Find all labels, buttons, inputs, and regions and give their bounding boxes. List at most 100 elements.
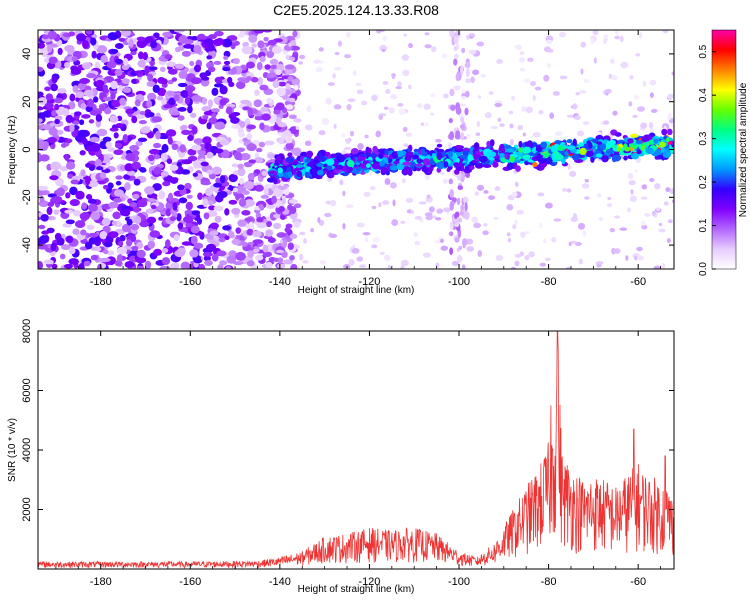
noise-blob bbox=[64, 209, 74, 214]
faint-blob bbox=[414, 240, 421, 246]
faint-blob bbox=[397, 103, 404, 107]
noise-blob bbox=[190, 77, 202, 85]
faint-blob bbox=[348, 258, 355, 266]
faint-blob bbox=[347, 98, 356, 103]
faint-blob bbox=[614, 215, 621, 219]
noise-blob bbox=[153, 248, 163, 256]
spectrogram-ylabel: Frequency (Hz) bbox=[7, 116, 18, 185]
noise-blob bbox=[114, 142, 123, 149]
noise-blob bbox=[90, 37, 97, 46]
faint-blob bbox=[661, 263, 666, 269]
echo-blob bbox=[522, 146, 531, 154]
x-tick-label: -140 bbox=[269, 576, 291, 588]
noise-blob bbox=[191, 144, 202, 151]
noise-blob bbox=[181, 129, 191, 136]
noise-blob bbox=[171, 77, 178, 82]
x-tick-label: -120 bbox=[358, 576, 380, 588]
faint-blob bbox=[510, 266, 516, 269]
faint-blob bbox=[465, 78, 472, 84]
noise-blob bbox=[177, 107, 187, 112]
noise-blob bbox=[234, 151, 243, 161]
faint-blob bbox=[653, 265, 661, 269]
faint-blob bbox=[325, 97, 332, 105]
faint-blob bbox=[577, 222, 586, 230]
colorbar-ticks: 0.0 0.1 0.2 0.3 0.4 0.5 bbox=[698, 44, 716, 276]
streak-blob bbox=[449, 104, 456, 111]
faint-blob bbox=[447, 142, 452, 149]
noise-blob bbox=[69, 93, 76, 102]
faint-blob bbox=[473, 222, 482, 229]
noise-blob bbox=[99, 231, 108, 240]
faint-blob bbox=[382, 35, 388, 42]
noise-blob bbox=[201, 97, 207, 105]
faint-blob bbox=[652, 210, 656, 216]
noise-blob bbox=[70, 179, 80, 185]
noise-blob bbox=[65, 219, 75, 225]
x-tick-label: -80 bbox=[541, 276, 557, 288]
faint-blob bbox=[514, 219, 518, 226]
faint-blob bbox=[460, 103, 466, 107]
faint-blob bbox=[356, 89, 364, 95]
y-tick-label: -20 bbox=[21, 189, 33, 205]
faint-blob bbox=[671, 122, 674, 129]
noise-blob bbox=[144, 260, 152, 269]
faint-blob bbox=[472, 69, 480, 76]
echo-blob bbox=[572, 138, 577, 146]
noise-blob bbox=[123, 58, 129, 66]
faint-blob bbox=[400, 259, 409, 267]
faint-blob bbox=[553, 218, 562, 222]
faint-blob bbox=[401, 178, 406, 184]
faint-blob bbox=[285, 55, 290, 60]
noise-blob bbox=[81, 138, 88, 145]
noise-blob bbox=[39, 235, 49, 244]
echo-blob bbox=[661, 128, 668, 136]
noise-blob bbox=[137, 137, 148, 142]
faint-blob bbox=[342, 190, 346, 197]
noise-blob bbox=[207, 66, 216, 73]
faint-blob bbox=[443, 93, 449, 99]
noise-blob bbox=[39, 154, 50, 162]
noise-blob bbox=[219, 175, 226, 184]
noise-blob bbox=[253, 30, 265, 34]
faint-blob bbox=[512, 224, 517, 230]
faint-blob bbox=[475, 132, 481, 137]
noise-blob bbox=[278, 137, 285, 145]
faint-blob bbox=[351, 248, 360, 254]
noise-blob bbox=[107, 231, 119, 239]
faint-blob bbox=[346, 31, 351, 38]
noise-blob bbox=[213, 205, 224, 212]
echo-blob bbox=[666, 128, 673, 136]
noise-blob bbox=[288, 199, 298, 204]
echo-blob bbox=[521, 154, 531, 160]
noise-blob bbox=[248, 34, 258, 43]
noise-blob bbox=[228, 173, 238, 183]
faint-blob bbox=[381, 48, 386, 52]
noise-blob bbox=[90, 211, 101, 221]
noise-blob bbox=[124, 182, 131, 191]
echo-blob bbox=[669, 147, 674, 154]
noise-blob bbox=[246, 124, 256, 130]
faint-blob bbox=[290, 40, 297, 46]
faint-blob bbox=[614, 30, 619, 36]
faint-blob bbox=[567, 163, 571, 170]
noise-blob bbox=[180, 124, 188, 130]
faint-blob bbox=[539, 222, 543, 228]
faint-blob bbox=[539, 262, 547, 267]
faint-blob bbox=[594, 131, 602, 135]
noise-blob bbox=[186, 194, 193, 199]
noise-blob bbox=[130, 51, 137, 56]
noise-blob bbox=[197, 149, 206, 156]
faint-blob bbox=[368, 172, 372, 177]
noise-blob bbox=[45, 93, 53, 101]
faint-blob bbox=[627, 172, 634, 180]
y-tick-label: 40 bbox=[21, 48, 33, 60]
faint-blob bbox=[549, 112, 555, 119]
noise-blob bbox=[276, 87, 287, 97]
noise-blob bbox=[109, 127, 119, 132]
echo-blob bbox=[489, 139, 495, 147]
x-tick-label: -100 bbox=[448, 276, 470, 288]
faint-blob bbox=[511, 95, 515, 101]
noise-blob bbox=[243, 180, 255, 190]
noise-blob bbox=[228, 199, 238, 205]
noise-blob bbox=[120, 30, 132, 37]
